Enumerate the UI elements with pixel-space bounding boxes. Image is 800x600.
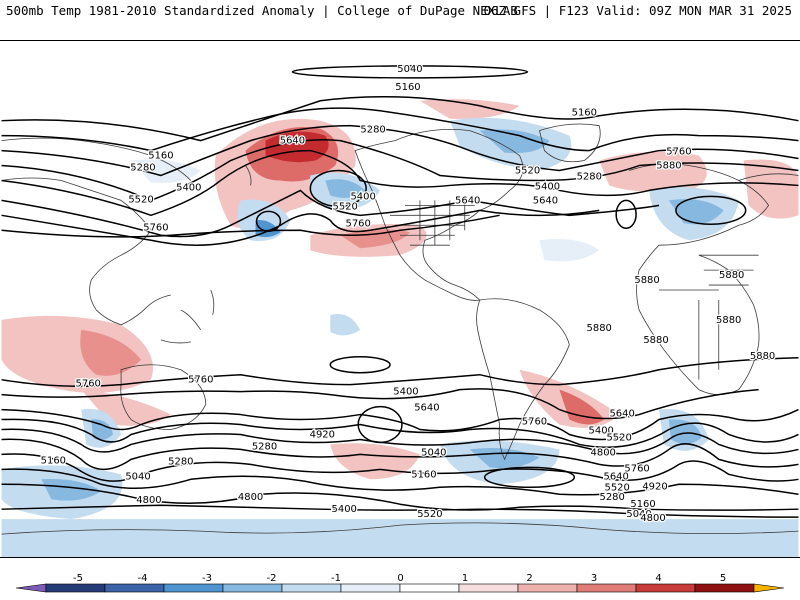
colorbar-swatch bbox=[694, 583, 755, 593]
colorbar-min-cap bbox=[15, 583, 47, 593]
contour-label: 5400 bbox=[176, 182, 201, 193]
contour-label: 5400 bbox=[535, 181, 560, 192]
map-title: 500mb Temp 1981-2010 Standardized Anomal… bbox=[6, 3, 518, 18]
contour-label: 5640 bbox=[414, 403, 439, 414]
contour-labels: 5040516052805640516052805400552057605400… bbox=[39, 63, 776, 526]
contour-label: 5280 bbox=[252, 441, 277, 452]
contour-label: 5040 bbox=[626, 509, 651, 520]
contour-label: 5520 bbox=[604, 482, 629, 493]
contour-label: 5520 bbox=[417, 509, 442, 520]
contour-label: 5400 bbox=[393, 387, 418, 398]
colorbar-swatch bbox=[458, 583, 519, 593]
contour-label: 4800 bbox=[640, 513, 665, 524]
colorbar-tick-label: 2 bbox=[526, 573, 532, 584]
colorbar-swatch bbox=[576, 583, 637, 593]
contour-label: 5520 bbox=[128, 194, 153, 205]
colorbar-tick-label: -1 bbox=[331, 573, 341, 584]
contour-label: 5280 bbox=[360, 125, 385, 136]
contour-label: 5640 bbox=[455, 195, 480, 206]
contour-label: 5640 bbox=[603, 471, 628, 482]
contour-label: 5280 bbox=[168, 456, 193, 467]
contour-label: 5760 bbox=[624, 463, 649, 474]
contour-label: 5760 bbox=[345, 218, 370, 229]
contour-label: 5280 bbox=[577, 171, 602, 182]
colorbar-tick-label: 5 bbox=[720, 573, 726, 584]
colorbar-swatch bbox=[635, 583, 696, 593]
contour-label: 5160 bbox=[395, 82, 420, 93]
contour-label: 5160 bbox=[630, 499, 655, 510]
contour-label: 5280 bbox=[130, 162, 155, 173]
contour-label: 5760 bbox=[188, 375, 213, 386]
colorbar-tick-label: 4 bbox=[655, 573, 661, 584]
contour-label: 5160 bbox=[572, 108, 597, 119]
colorbar-swatch bbox=[45, 583, 106, 593]
contour-label: 5160 bbox=[148, 151, 173, 162]
contour-label: 5760 bbox=[522, 417, 547, 428]
contour-label: 5400 bbox=[332, 504, 357, 515]
contour-label: 5880 bbox=[716, 315, 741, 326]
contour-label: 5520 bbox=[606, 432, 631, 443]
colorbar-tick-label: -5 bbox=[73, 573, 83, 584]
contour-label: 5520 bbox=[333, 201, 358, 212]
coastlines bbox=[1, 123, 799, 535]
colorbar-tick-label: -3 bbox=[202, 573, 212, 584]
colorbar-swatch bbox=[517, 583, 578, 593]
contour-label: 5160 bbox=[411, 469, 436, 480]
colorbar-tick-label: 0 bbox=[397, 573, 403, 584]
colorbar-swatch bbox=[281, 583, 342, 593]
contour-label: 5400 bbox=[589, 425, 614, 436]
model-run-info: 06Z GFS | F123 Valid: 09Z MON MAR 31 202… bbox=[483, 3, 792, 18]
colorbar-tick-label: 3 bbox=[591, 573, 597, 584]
contour-label: 5040 bbox=[125, 471, 150, 482]
contour-label: 5880 bbox=[656, 161, 681, 172]
contour-label: 4920 bbox=[310, 429, 335, 440]
contour-label: 4800 bbox=[238, 492, 263, 503]
contour-label: 5640 bbox=[609, 409, 634, 420]
contour-label: 5760 bbox=[143, 222, 168, 233]
contour-label: 5640 bbox=[533, 195, 558, 206]
contour-label: 5760 bbox=[76, 379, 101, 390]
colorbar-swatch bbox=[104, 583, 165, 593]
contour-label: 5880 bbox=[634, 275, 659, 286]
contour-label: 4800 bbox=[591, 447, 616, 458]
contour-label: 4800 bbox=[136, 495, 161, 506]
colorbar-swatch bbox=[163, 583, 224, 593]
anomaly-map: 5040516052805640516052805400552057605400… bbox=[0, 40, 800, 558]
colorbar: -5 -4 -3 -2 -1 0 1 2 3 4 5 bbox=[15, 573, 785, 593]
contour-label: 5040 bbox=[397, 64, 422, 75]
colorbar-swatch bbox=[399, 583, 460, 593]
contour-label: 5880 bbox=[719, 270, 744, 281]
contour-label: 5880 bbox=[750, 351, 775, 362]
height-contours bbox=[1, 65, 799, 518]
contour-label: 5280 bbox=[600, 492, 625, 503]
contour-label: 5640 bbox=[280, 136, 305, 147]
colorbar-max-cap bbox=[753, 583, 785, 593]
contour-label: 5880 bbox=[587, 323, 612, 334]
contour-label: 5040 bbox=[421, 447, 446, 458]
contour-label: 5520 bbox=[515, 165, 540, 176]
contour-label: 5880 bbox=[643, 335, 668, 346]
colorbar-tick-label: 1 bbox=[462, 573, 468, 584]
contour-label: 4920 bbox=[642, 481, 667, 492]
colorbar-swatch bbox=[222, 583, 283, 593]
colorbar-tick-label: -4 bbox=[138, 573, 148, 584]
contour-label: 5160 bbox=[41, 455, 66, 466]
contour-label: 5760 bbox=[666, 147, 691, 158]
contour-label: 5400 bbox=[350, 191, 375, 202]
colorbar-tick-label: -2 bbox=[267, 573, 277, 584]
colorbar-swatch bbox=[340, 583, 401, 593]
